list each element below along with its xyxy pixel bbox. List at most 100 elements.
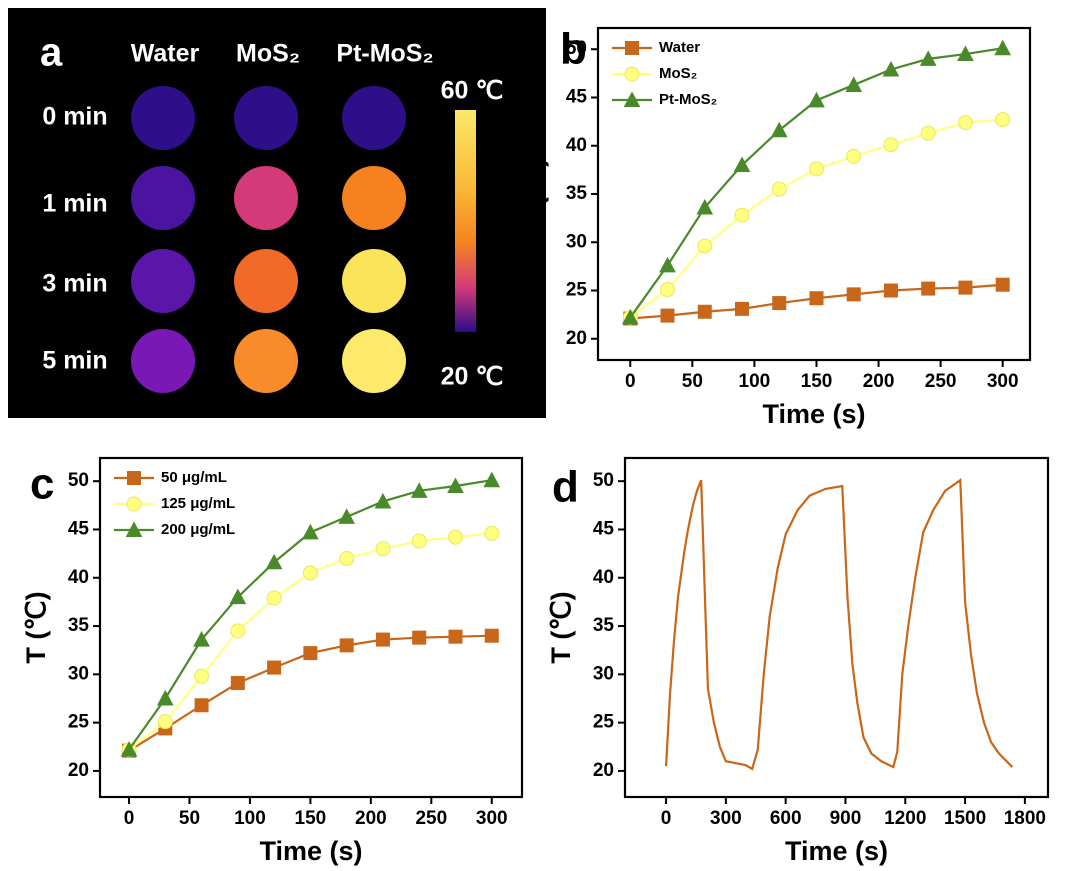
- y-tick-label: 20: [68, 760, 89, 781]
- x-tick-label: 200: [863, 371, 895, 392]
- marker: [267, 591, 281, 605]
- marker: [660, 258, 675, 272]
- row-header: 0 min: [42, 103, 107, 131]
- x-tick-label: 900: [830, 808, 862, 829]
- marker: [847, 149, 861, 163]
- x-tick-label: 0: [625, 371, 636, 392]
- y-tick-label: 30: [593, 663, 614, 684]
- marker: [449, 630, 462, 643]
- marker: [231, 624, 245, 638]
- marker: [485, 629, 498, 642]
- x-tick-label: 250: [415, 808, 447, 829]
- legend-marker: [625, 67, 639, 81]
- marker: [340, 639, 353, 652]
- x-axis-title: Time (s): [762, 399, 865, 429]
- legend-label: 125 μg/mL: [161, 495, 235, 512]
- y-tick-label: 40: [68, 567, 89, 588]
- marker: [376, 633, 389, 646]
- marker: [158, 715, 172, 729]
- marker: [847, 288, 860, 301]
- y-tick-label: 45: [566, 87, 588, 108]
- column-header: Water: [131, 40, 200, 68]
- series-line: [630, 48, 1002, 317]
- marker: [996, 278, 1009, 291]
- axes-frame: [625, 458, 1048, 797]
- marker: [921, 126, 935, 140]
- y-tick-label: 35: [593, 615, 615, 636]
- y-tick-label: 40: [593, 567, 614, 588]
- x-tick-label: 50: [179, 808, 200, 829]
- marker: [772, 182, 786, 196]
- page: a Water MoS₂ Pt-MoS₂ 0 min 1 min 3 min 5…: [0, 0, 1067, 871]
- y-axis-title: T (℃): [21, 591, 51, 663]
- marker: [846, 77, 861, 91]
- x-tick-label: 600: [770, 808, 802, 829]
- marker: [195, 669, 209, 683]
- marker: [340, 551, 354, 565]
- x-tick-label: 1200: [884, 808, 926, 829]
- legend-marker: [626, 42, 639, 55]
- y-tick-label: 45: [593, 518, 615, 539]
- figure: a Water MoS₂ Pt-MoS₂ 0 min 1 min 3 min 5…: [0, 0, 1067, 866]
- marker: [884, 284, 897, 297]
- x-tick-label: 0: [661, 808, 672, 829]
- marker: [661, 283, 675, 297]
- thermal-image: a Water MoS₂ Pt-MoS₂ 0 min 1 min 3 min 5…: [8, 8, 546, 418]
- marker: [698, 239, 712, 253]
- x-axis-title: Time (s): [259, 836, 362, 866]
- marker: [303, 525, 318, 539]
- marker: [195, 699, 208, 712]
- y-tick-label: 30: [68, 663, 89, 684]
- y-tick-label: 35: [566, 183, 588, 204]
- marker: [959, 281, 972, 294]
- y-tick-label: 25: [566, 280, 588, 301]
- marker: [268, 661, 281, 674]
- sample-spot: [342, 329, 406, 393]
- x-tick-label: 100: [234, 808, 266, 829]
- x-tick-label: 1500: [944, 808, 986, 829]
- marker: [484, 473, 499, 487]
- y-tick-label: 20: [593, 760, 614, 781]
- legend-label: Pt-MoS₂: [659, 91, 717, 108]
- marker: [736, 302, 749, 315]
- y-tick-label: 25: [593, 712, 615, 733]
- marker: [448, 530, 462, 544]
- marker: [996, 113, 1010, 127]
- y-tick-label: 50: [593, 470, 614, 491]
- colorbar-min: 20 ℃: [441, 363, 504, 391]
- x-tick-label: 150: [295, 808, 327, 829]
- x-tick-label: 50: [682, 371, 703, 392]
- marker: [773, 297, 786, 310]
- y-tick-label: 45: [68, 518, 90, 539]
- y-tick-label: 20: [566, 328, 587, 349]
- marker: [995, 41, 1010, 55]
- marker: [735, 208, 749, 222]
- marker: [413, 631, 426, 644]
- legend-label: MoS₂: [659, 65, 697, 82]
- series-line: [666, 480, 1012, 769]
- column-header: MoS₂: [236, 40, 300, 68]
- marker: [958, 116, 972, 130]
- legend-marker: [127, 497, 141, 511]
- x-tick-label: 300: [476, 808, 508, 829]
- colorbar-max: 60 ℃: [441, 77, 504, 105]
- y-tick-label: 30: [566, 231, 587, 252]
- sample-spot: [342, 166, 406, 230]
- legend-label: Water: [659, 39, 700, 56]
- x-tick-label: 200: [355, 808, 387, 829]
- marker: [661, 309, 674, 322]
- x-tick-label: 100: [739, 371, 771, 392]
- marker: [303, 566, 317, 580]
- y-tick-label: 35: [68, 615, 90, 636]
- x-axis-title: Time (s): [785, 836, 888, 866]
- sample-spot: [131, 249, 195, 313]
- x-tick-label: 150: [801, 371, 833, 392]
- marker: [231, 677, 244, 690]
- marker: [339, 509, 354, 523]
- column-header: Pt-MoS₂: [336, 40, 433, 68]
- marker: [158, 691, 173, 705]
- legend-marker: [128, 472, 141, 485]
